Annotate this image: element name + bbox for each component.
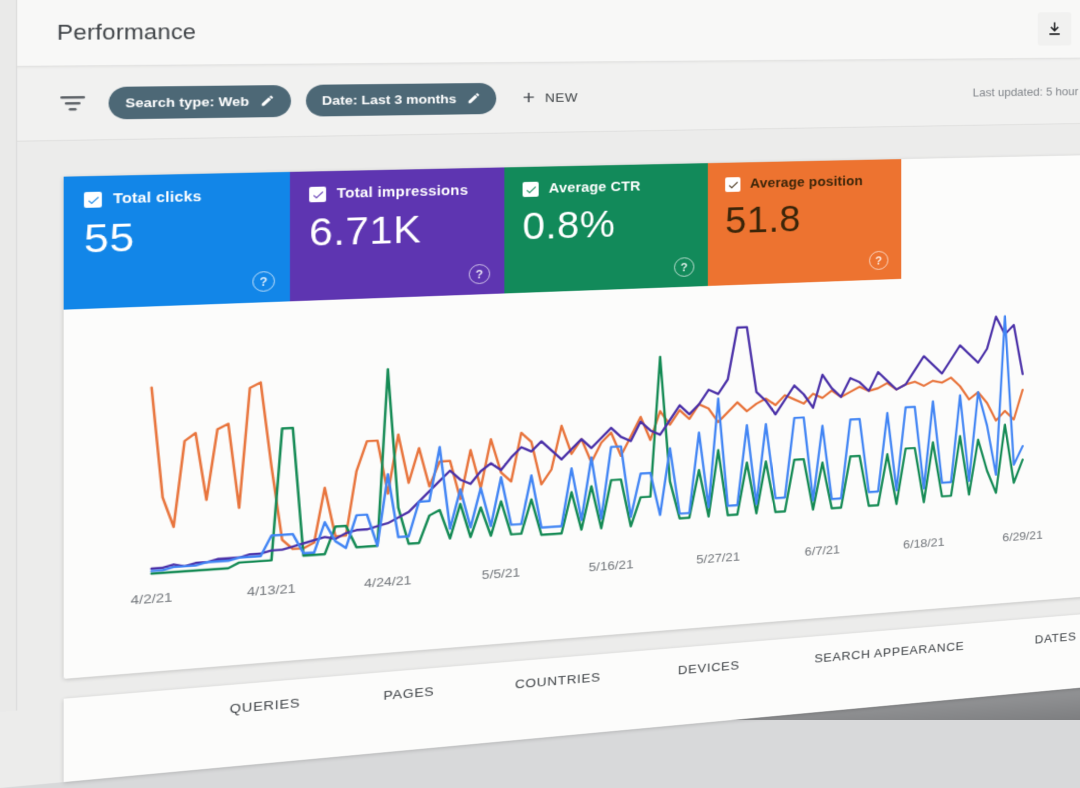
download-icon [1049,22,1060,35]
help-circle-icon[interactable]: ? [674,257,695,278]
chip-search-type-label: Search type: Web [125,93,250,110]
last-updated-text: Last updated: 5 hour [972,84,1079,99]
filter-funnel-icon[interactable] [59,93,86,113]
tab-dates[interactable]: DATES [1034,629,1077,647]
tab-queries[interactable]: QUERIES [229,695,301,717]
content-area: Total clicks 55 ? Total impressions 6.71… [0,123,1080,788]
filter-bar: Search type: Web Date: Last 3 months + N… [0,58,1080,143]
metric-value: 0.8% [522,204,616,248]
metric-card-total-impressions[interactable]: Total impressions 6.71K ? [289,167,505,302]
metric-value: 51.8 [725,199,801,242]
x-axis-label: 5/5/21 [482,566,520,583]
tab-search-appearance[interactable]: SEARCH APPEARANCE [814,639,965,666]
metric-label: Total impressions [336,183,469,202]
metric-label: Total clicks [113,189,202,208]
metric-label: Average CTR [548,179,641,197]
pencil-icon [468,93,480,104]
x-axis-label: 5/16/21 [589,558,634,575]
page-title: Performance [56,20,197,45]
help-circle-icon[interactable]: ? [252,270,275,293]
checked-checkbox-icon[interactable] [309,186,327,203]
x-axis-label: 5/27/21 [696,550,740,567]
app-bar: Performance [0,0,1080,67]
x-axis-label: 6/29/21 [1002,529,1042,545]
chip-date-range-label: Date: Last 3 months [321,91,457,108]
checked-checkbox-icon[interactable] [522,181,539,198]
help-circle-icon[interactable]: ? [869,250,889,271]
x-axis-label: 4/2/21 [131,591,173,609]
metric-label: Average position [749,174,863,192]
x-axis-label: 6/18/21 [903,536,944,552]
metric-value: 6.71K [309,209,422,255]
metric-cards-row: Total clicks 55 ? Total impressions 6.71… [63,159,902,310]
help-circle-icon[interactable]: ? [468,263,491,285]
metric-card-total-clicks[interactable]: Total clicks 55 ? [63,171,290,310]
metric-value: 55 [83,216,135,262]
tab-countries[interactable]: COUNTRIES [514,669,601,692]
tab-devices[interactable]: DEVICES [677,658,740,678]
window-left-edge [0,0,18,712]
checked-checkbox-icon[interactable] [725,177,741,193]
checked-checkbox-icon[interactable] [83,191,102,208]
x-axis-label: 4/24/21 [364,574,411,592]
metric-card-average-position[interactable]: Average position 51.8 ? [707,159,902,286]
performance-chart-card: Total clicks 55 ? Total impressions 6.71… [63,154,1080,679]
new-filter-label: NEW [545,89,578,105]
metric-card-average-ctr[interactable]: Average CTR 0.8% ? [504,163,708,294]
x-axis-label: 4/13/21 [247,582,296,600]
chip-date-range[interactable]: Date: Last 3 months [305,82,497,117]
pencil-icon [261,95,274,106]
performance-chart[interactable]: 4/2/21 4/13/21 4/24/21 5/5/21 5/16/21 5/27/21… [64,270,1080,679]
chip-search-type[interactable]: Search type: Web [108,84,292,119]
new-filter-button[interactable]: + NEW [522,86,578,109]
x-axis-label: 6/7/21 [805,543,840,559]
plus-icon: + [522,86,536,109]
tab-pages[interactable]: PAGES [383,684,435,703]
export-download-button[interactable] [1037,12,1072,46]
